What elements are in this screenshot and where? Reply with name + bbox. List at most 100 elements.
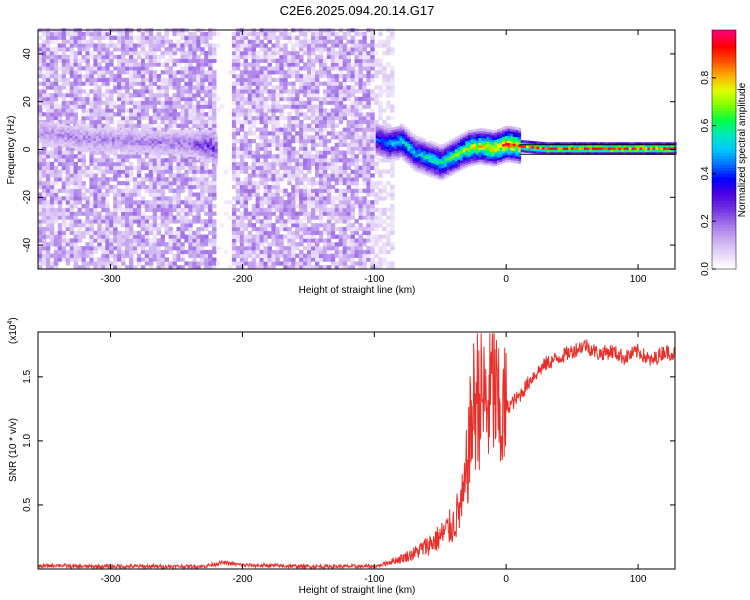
heatmap-cell-496 [73, 211, 78, 216]
heatmap-cell-3109 [283, 146, 288, 151]
heatmap-cell-2516 [239, 200, 245, 205]
heatmap-cell-1990 [184, 51, 189, 56]
heatmap-cell-2278 [208, 215, 213, 220]
heatmap-cell-3086 [283, 265, 288, 270]
heatmap-cell-1005 [109, 43, 114, 48]
heatmap-cell-4392 [382, 66, 387, 71]
heatmap-cell-1280 [133, 242, 138, 247]
heatmap-cell-1072 [117, 200, 122, 205]
heatmap-cell-801 [97, 257, 102, 262]
heatmap-cell-3061 [279, 139, 284, 144]
heatmap-cell-911 [105, 242, 110, 247]
heatmap-cell-577 [77, 96, 82, 102]
heatmap-cell-29 [38, 150, 43, 155]
heatmap-cell-1608 [156, 154, 162, 159]
heatmap-cell-3047 [279, 207, 284, 212]
heatmap-cell-4237 [370, 265, 375, 270]
heatmap-cell-281 [57, 246, 63, 251]
heatmap-cell-1526 [148, 39, 154, 44]
heatmap-cell-4839 [133, 127, 136, 131]
heatmap-cell-3316 [299, 165, 304, 170]
heatmap-cell-1911 [180, 165, 185, 170]
heatmap-cell-1174 [125, 215, 130, 220]
heatmap-cell-924 [105, 188, 110, 193]
heatmap-cell-2546 [239, 70, 245, 75]
heatmap-cell-2814 [259, 47, 264, 52]
heatmap-cell-371 [61, 51, 67, 56]
heatmap-cell-1168 [125, 238, 130, 243]
heatmap-cell-3377 [303, 127, 308, 132]
heatmap-cell-2985 [275, 257, 280, 262]
heatmap-cell-4214 [366, 135, 371, 140]
heatmap-cell-3566 [318, 211, 324, 216]
heatmap-cell-737 [89, 70, 94, 75]
heatmap-cell-4043 [354, 188, 359, 193]
heatmap-cell-315 [57, 77, 63, 82]
heatmap-cell-2280 [208, 207, 213, 212]
heatmap-cell-1233 [129, 207, 134, 212]
heatmap-cell-4976 [169, 131, 173, 135]
heatmap-cell-1855 [176, 196, 181, 201]
heatmap-cell-4995 [175, 139, 179, 143]
heatmap-cell-450 [69, 165, 75, 170]
heatmap-cell-1309 [133, 93, 138, 98]
heatmap-cell-2017 [188, 169, 193, 174]
heatmap-cell-1793 [172, 253, 177, 258]
heatmap-cell-4334 [378, 219, 383, 224]
heatmap-cell-2326 [212, 246, 217, 251]
heatmap-cell-1972 [184, 119, 189, 125]
heatmap-cell-2785 [259, 177, 264, 182]
heatmap-cell-1980 [184, 89, 189, 94]
heatmap-cell-2723 [255, 219, 260, 224]
heatmap-cell-3706 [326, 66, 332, 71]
heatmap-cell-653 [85, 223, 90, 228]
heatmap-cell-2913 [267, 96, 272, 102]
heatmap-cell-2922 [267, 58, 272, 63]
heatmap-cell-2221 [204, 238, 209, 243]
heatmap-cell-3223 [291, 108, 296, 113]
heatmap-cell-1787 [168, 43, 173, 48]
heatmap-cell-1518 [148, 70, 154, 75]
heatmap-cell-2816 [259, 39, 264, 44]
heatmap-cell-4916 [154, 135, 158, 139]
heatmap-cell-4740 [109, 141, 113, 144]
heatmap-cell-1721 [164, 96, 169, 102]
heatmap-cell-4297 [374, 223, 379, 228]
heatmap-cell-4049 [354, 165, 359, 170]
heatmap-cell-4205 [366, 169, 371, 174]
heatmap-cell-853 [97, 31, 102, 37]
heatmap-cell-4490 [40, 123, 44, 127]
heatmap-cell-2397 [231, 242, 237, 247]
heatmap-cell-2591 [243, 100, 249, 105]
heatmap-cell-287 [57, 223, 63, 228]
heatmap-cell-132 [45, 188, 51, 193]
heatmap-cell-1059 [117, 257, 122, 262]
heatmap-cell-249 [53, 146, 59, 151]
heatmap-cell-2728 [255, 200, 260, 205]
heatmap-cell-2651 [247, 70, 253, 75]
heatmap-cell-2904 [267, 150, 272, 155]
heatmap-cell-718 [89, 154, 94, 159]
heatmap-cell-4555 [59, 133, 63, 137]
heatmap-cell-3006 [275, 169, 280, 174]
heatmap-cell-2766 [255, 31, 260, 37]
heatmap-cell-4418 [386, 100, 391, 105]
heatmap-cell-4100 [358, 169, 363, 174]
heatmap-cell-3036 [279, 253, 284, 258]
heatmap-cell-3733 [330, 165, 336, 170]
heatmap-cell-590 [77, 43, 82, 48]
heatmap-cell-1196 [125, 123, 130, 128]
heatmap-cell-155 [45, 74, 51, 79]
heatmap-cell-322 [57, 35, 63, 40]
heatmap-cell-3578 [318, 165, 324, 170]
heatmap-cell-4957 [164, 131, 168, 135]
heatmap-cell-2794 [259, 135, 264, 140]
heatmap-cell-1346 [136, 158, 142, 163]
heatmap-cell-302 [57, 146, 63, 151]
heatmap-cell-3890 [342, 177, 348, 182]
heatmap-cell-4325 [374, 43, 379, 48]
heatmap-cell-4864 [140, 140, 144, 143]
heatmap-cell-1680 [160, 54, 166, 60]
heatmap-cell-300 [57, 154, 63, 159]
heatmap-cell-2341 [212, 177, 217, 182]
